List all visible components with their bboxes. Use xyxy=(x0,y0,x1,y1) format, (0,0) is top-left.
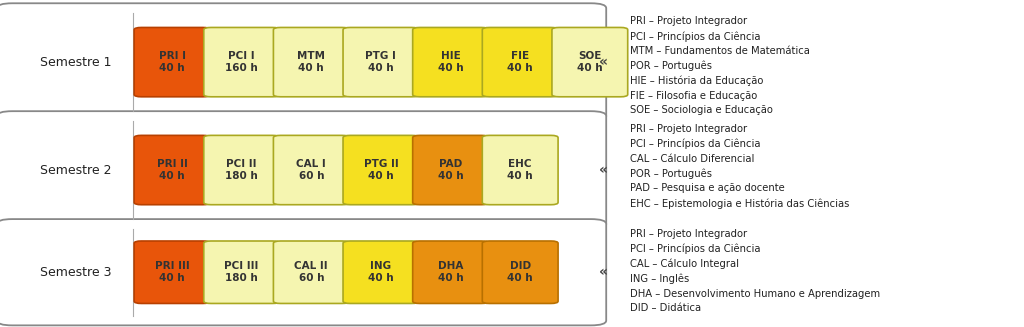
FancyBboxPatch shape xyxy=(134,135,210,205)
FancyBboxPatch shape xyxy=(552,27,628,97)
Text: FIE
40 h: FIE 40 h xyxy=(507,51,534,73)
FancyBboxPatch shape xyxy=(204,241,280,303)
FancyBboxPatch shape xyxy=(413,27,488,97)
Text: CAL I
60 h: CAL I 60 h xyxy=(296,159,327,181)
Text: MTM
40 h: MTM 40 h xyxy=(297,51,326,73)
FancyBboxPatch shape xyxy=(273,135,349,205)
Text: PCI III
180 h: PCI III 180 h xyxy=(224,261,259,284)
FancyBboxPatch shape xyxy=(482,27,558,97)
FancyBboxPatch shape xyxy=(343,27,419,97)
FancyBboxPatch shape xyxy=(134,241,210,303)
Text: PRI – Projeto Integrador
PCI – Princípios da Ciência
CAL – Cálculo Integral
ING : PRI – Projeto Integrador PCI – Princípio… xyxy=(630,229,880,313)
FancyBboxPatch shape xyxy=(343,135,419,205)
Text: «: « xyxy=(599,265,608,279)
Text: PRI – Projeto Integrador
PCI – Princípios da Ciência
MTM – Fundamentos de Matemá: PRI – Projeto Integrador PCI – Princípio… xyxy=(630,16,810,115)
FancyBboxPatch shape xyxy=(413,135,488,205)
Text: SOE
40 h: SOE 40 h xyxy=(577,51,603,73)
Text: PRI II
40 h: PRI II 40 h xyxy=(157,159,187,181)
Text: PTG I
40 h: PTG I 40 h xyxy=(366,51,396,73)
FancyBboxPatch shape xyxy=(413,241,488,303)
FancyBboxPatch shape xyxy=(0,219,606,325)
FancyBboxPatch shape xyxy=(0,111,606,229)
Text: PTG II
40 h: PTG II 40 h xyxy=(364,159,398,181)
FancyBboxPatch shape xyxy=(0,3,606,121)
Text: Semestre 1: Semestre 1 xyxy=(40,56,112,69)
Text: DID
40 h: DID 40 h xyxy=(507,261,534,284)
FancyBboxPatch shape xyxy=(482,135,558,205)
Text: «: « xyxy=(599,55,608,69)
Text: PCI II
180 h: PCI II 180 h xyxy=(225,159,258,181)
FancyBboxPatch shape xyxy=(134,27,210,97)
Text: PCI I
160 h: PCI I 160 h xyxy=(225,51,258,73)
Text: DHA
40 h: DHA 40 h xyxy=(437,261,464,284)
FancyBboxPatch shape xyxy=(204,27,280,97)
Text: CAL II
60 h: CAL II 60 h xyxy=(295,261,328,284)
Text: Semestre 2: Semestre 2 xyxy=(40,164,112,177)
FancyBboxPatch shape xyxy=(204,135,280,205)
Text: Semestre 3: Semestre 3 xyxy=(40,266,112,279)
Text: ING
40 h: ING 40 h xyxy=(368,261,394,284)
Text: HIE
40 h: HIE 40 h xyxy=(437,51,464,73)
FancyBboxPatch shape xyxy=(273,27,349,97)
Text: PRI I
40 h: PRI I 40 h xyxy=(159,51,185,73)
Text: PRI – Projeto Integrador
PCI – Princípios da Ciência
CAL – Cálculo Diferencial
P: PRI – Projeto Integrador PCI – Princípio… xyxy=(630,124,849,209)
Text: EHC
40 h: EHC 40 h xyxy=(507,159,534,181)
Text: «: « xyxy=(599,163,608,177)
FancyBboxPatch shape xyxy=(273,241,349,303)
FancyBboxPatch shape xyxy=(482,241,558,303)
FancyBboxPatch shape xyxy=(343,241,419,303)
Text: PAD
40 h: PAD 40 h xyxy=(437,159,464,181)
Text: PRI III
40 h: PRI III 40 h xyxy=(155,261,189,284)
